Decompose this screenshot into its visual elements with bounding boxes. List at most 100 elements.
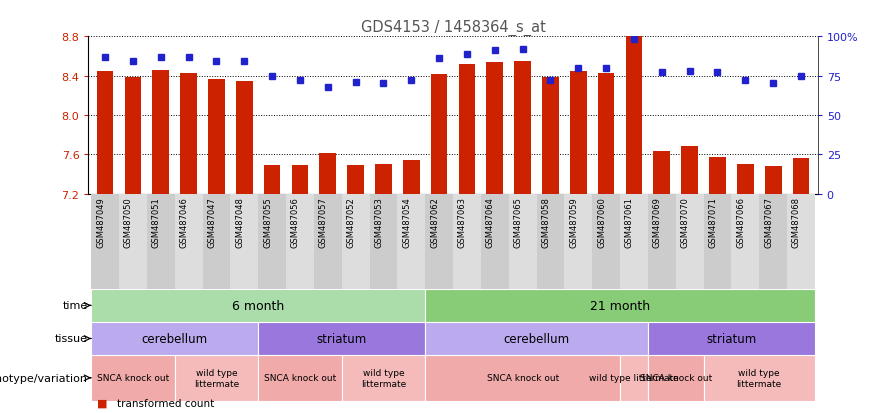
Bar [765,166,781,194]
Bar [91,289,425,322]
Bar [175,194,202,289]
Bar [258,194,286,289]
Text: ■: ■ [97,398,108,408]
Bar [704,355,815,401]
Bar [731,194,759,289]
Bar [425,194,453,289]
Text: 21 month: 21 month [590,299,650,312]
Bar [125,77,141,194]
Bar [486,63,503,194]
Bar [459,65,476,194]
Text: transformed count: transformed count [117,398,214,408]
Bar [403,161,420,194]
Text: GSM487058: GSM487058 [542,197,551,248]
Text: 6 month: 6 month [232,299,285,312]
Bar [431,74,447,194]
Text: GSM487049: GSM487049 [96,197,105,247]
Text: SNCA knock out: SNCA knock out [640,373,712,382]
Text: GSM487060: GSM487060 [598,197,606,248]
Text: time: time [63,301,88,311]
Text: GSM487068: GSM487068 [792,197,801,248]
Text: cerebellum: cerebellum [504,332,569,345]
Bar [91,355,175,401]
Bar [653,152,670,194]
Bar [648,355,704,401]
Bar [175,355,258,401]
Bar [375,165,392,194]
Bar [787,194,815,289]
Bar [675,194,704,289]
Bar [398,194,425,289]
Text: GSM487057: GSM487057 [319,197,328,248]
Bar [704,194,731,289]
Bar [508,194,537,289]
Bar [258,322,425,355]
Text: GSM487051: GSM487051 [152,197,161,247]
Text: GSM487048: GSM487048 [235,197,244,248]
Text: genotype/variation: genotype/variation [0,373,88,383]
Bar [592,194,620,289]
Bar [263,166,280,194]
Text: GSM487046: GSM487046 [179,197,188,248]
Bar [564,194,592,289]
Bar [119,194,147,289]
Text: GSM487054: GSM487054 [402,197,411,247]
Bar [180,74,197,194]
Bar [709,158,726,194]
Bar [286,194,314,289]
Text: GSM487053: GSM487053 [375,197,384,248]
Bar [91,322,258,355]
Bar [648,322,815,355]
Text: GSM487065: GSM487065 [514,197,522,248]
Bar [208,79,225,194]
Text: GSM487050: GSM487050 [124,197,133,247]
Text: SNCA knock out: SNCA knock out [263,373,336,382]
Bar [542,77,559,194]
Bar [342,355,425,401]
Text: GSM487063: GSM487063 [458,197,467,248]
Bar [648,194,675,289]
Text: GSM487055: GSM487055 [263,197,272,247]
Text: wild type
littermate: wild type littermate [736,368,781,387]
Text: GSM487070: GSM487070 [681,197,690,248]
Text: GSM487062: GSM487062 [431,197,439,248]
Bar [319,154,336,194]
Bar [537,194,564,289]
Bar [96,71,113,194]
Text: wild type
littermate: wild type littermate [194,368,239,387]
Bar [793,159,810,194]
Text: GSM487056: GSM487056 [291,197,300,248]
Text: GSM487067: GSM487067 [764,197,774,248]
Text: striatum: striatum [706,332,757,345]
Text: GSM487052: GSM487052 [347,197,355,247]
Text: GSM487069: GSM487069 [652,197,662,248]
Bar [425,289,815,322]
Bar [152,71,169,194]
Bar [737,165,754,194]
Bar [292,166,309,194]
Text: wild type littermate: wild type littermate [589,373,679,382]
Bar [620,355,648,401]
Text: SNCA knock out: SNCA knock out [97,373,169,382]
Bar [514,62,531,194]
Bar [620,194,648,289]
Bar [682,147,698,194]
Bar [91,194,119,289]
Bar [425,355,620,401]
Text: GSM487066: GSM487066 [736,197,745,248]
Title: GDS4153 / 1458364_s_at: GDS4153 / 1458364_s_at [361,20,545,36]
Bar [570,71,587,194]
Bar [258,355,342,401]
Text: wild type
littermate: wild type littermate [361,368,406,387]
Bar [425,322,648,355]
Bar [147,194,175,289]
Bar [453,194,481,289]
Bar [202,194,231,289]
Text: GSM487059: GSM487059 [569,197,578,247]
Bar [481,194,508,289]
Text: GSM487071: GSM487071 [708,197,718,248]
Text: GSM487047: GSM487047 [208,197,217,248]
Bar [314,194,342,289]
Text: GSM487064: GSM487064 [486,197,495,248]
Bar [347,166,364,194]
